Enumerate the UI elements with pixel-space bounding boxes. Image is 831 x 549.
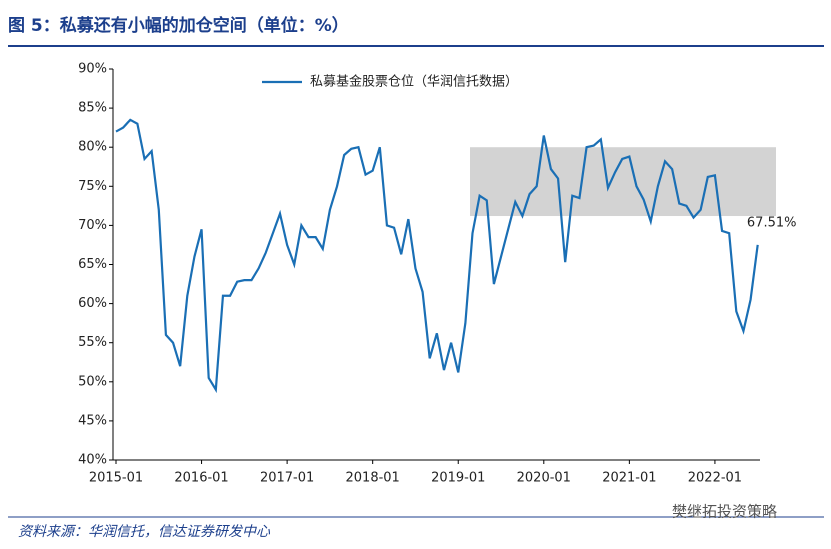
x-tick-label: 2018-01 <box>346 471 400 486</box>
x-tick-label: 2021-01 <box>602 471 656 486</box>
x-tick-label: 2019-01 <box>431 471 485 486</box>
y-tick-label: 45% <box>78 413 107 428</box>
legend-label: 私募基金股票仓位（华润信托数据） <box>310 74 518 90</box>
y-tick-label: 85% <box>78 101 107 116</box>
chart-title: 图 5：私募还有小幅的加仓空间（单位：%） <box>8 15 349 36</box>
y-tick-label: 90% <box>78 62 107 77</box>
y-tick-label: 50% <box>78 374 107 389</box>
source: 资料来源：华润信托，信达证券研发中心 <box>18 524 271 540</box>
y-tick-label: 75% <box>78 179 107 194</box>
y-tick-label: 70% <box>78 218 107 233</box>
x-tick-label: 2015-01 <box>89 471 143 486</box>
x-tick-label: 2017-01 <box>260 471 314 486</box>
watermark: 樊继拓投资策略 <box>672 503 777 521</box>
x-tick-label: 2022-01 <box>688 471 742 486</box>
y-tick-label: 65% <box>78 257 107 272</box>
x-tick-label: 2016-01 <box>174 471 228 486</box>
y-tick-label: 80% <box>78 140 107 155</box>
y-tick-label: 60% <box>78 296 107 311</box>
series-line <box>115 118 759 394</box>
value-label: 67.51% <box>747 215 797 230</box>
y-tick-label: 55% <box>78 335 107 350</box>
x-tick-label: 2020-01 <box>517 471 571 486</box>
y-tick-label: 40% <box>78 453 107 468</box>
